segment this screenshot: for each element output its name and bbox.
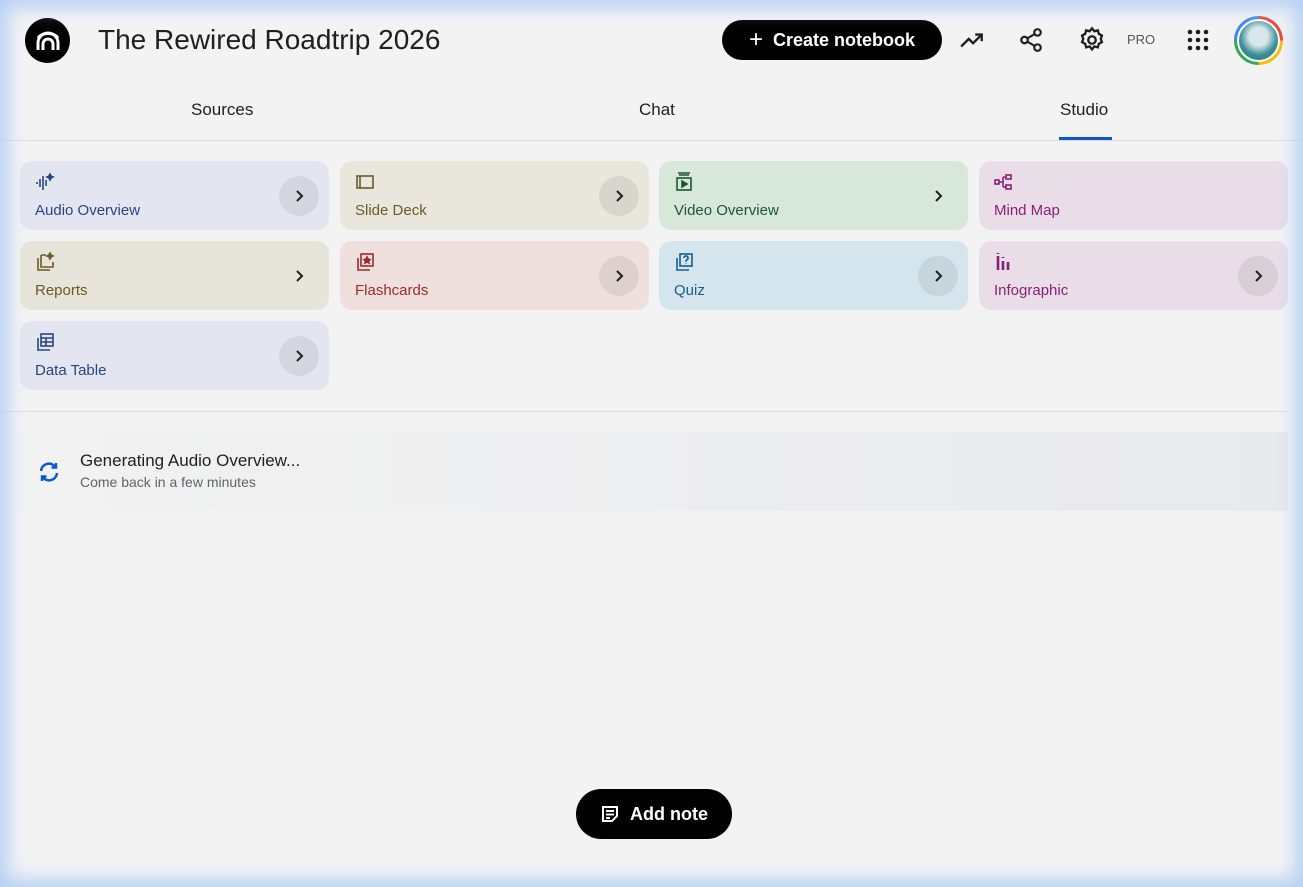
share-button[interactable] [1015, 24, 1047, 56]
notebook-title[interactable]: The Rewired Roadtrip 2026 [98, 24, 441, 55]
customize-video-overview-button[interactable] [918, 176, 958, 216]
generating-subtitle: Come back in a few minutes [80, 474, 256, 490]
generating-audio-overview-item[interactable]: Generating Audio Overview... Come back i… [20, 432, 1288, 511]
chevron-right-icon [616, 190, 624, 202]
plus-icon: + [748, 26, 763, 53]
quiz-icon [676, 253, 693, 271]
studio-card-label: Infographic [994, 282, 1069, 299]
divider [0, 411, 1288, 412]
customize-data-table-button[interactable] [279, 336, 319, 376]
tab-bar: Sources Chat Studio [0, 80, 1303, 141]
customize-flashcards-button[interactable] [599, 256, 639, 296]
studio-card-video-overview[interactable]: Video Overview [659, 161, 968, 230]
pro-badge: PRO [1127, 32, 1156, 47]
note-icon [602, 806, 618, 822]
chevron-right-icon [935, 270, 943, 282]
analytics-button[interactable] [956, 24, 988, 56]
customize-infographic-button[interactable] [1238, 256, 1278, 296]
create-notebook-button[interactable]: + Create notebook [722, 20, 942, 60]
flashcards-icon [357, 253, 374, 271]
tab-sources[interactable]: Sources [191, 100, 254, 119]
mind-map-icon [994, 174, 1012, 190]
chevron-right-icon [935, 190, 943, 202]
studio-card-slide-deck[interactable]: Slide Deck [340, 161, 649, 230]
video-icon [676, 172, 692, 191]
studio-card-audio-overview[interactable]: Audio Overview [20, 161, 329, 230]
customize-audio-overview-button[interactable] [279, 176, 319, 216]
studio-card-label: Flashcards [355, 282, 429, 299]
infographic-icon [996, 253, 1010, 270]
audio-waveform-icon [36, 172, 55, 190]
tab-chat[interactable]: Chat [639, 100, 675, 119]
trending-up-icon [960, 33, 983, 48]
customize-reports-button[interactable] [279, 256, 319, 296]
notebooklm-logo[interactable] [25, 18, 70, 63]
generating-title: Generating Audio Overview... [80, 451, 301, 470]
chevron-right-icon [1255, 270, 1263, 282]
avatar[interactable] [1234, 16, 1283, 65]
data-table-icon [37, 333, 54, 351]
studio-card-label: Quiz [674, 282, 705, 299]
studio-card-flashcards[interactable]: Flashcards [340, 241, 649, 310]
studio-card-label: Audio Overview [35, 202, 141, 219]
studio-card-label: Mind Map [994, 202, 1060, 219]
tab-studio[interactable]: Studio [1060, 100, 1109, 119]
active-tab-indicator [1059, 137, 1112, 140]
gear-icon [1080, 26, 1104, 52]
sync-icon [39, 462, 59, 482]
customize-slide-deck-button[interactable] [599, 176, 639, 216]
settings-button[interactable] [1076, 24, 1108, 56]
header: The Rewired Roadtrip 2026 + Create noteb… [0, 0, 1303, 80]
slides-icon [356, 175, 374, 189]
studio-card-label: Data Table [35, 362, 107, 379]
chevron-right-icon [296, 350, 304, 362]
customize-quiz-button[interactable] [918, 256, 958, 296]
chevron-right-icon [296, 190, 304, 202]
chevron-right-icon [616, 270, 624, 282]
reports-icon [37, 252, 55, 271]
chevron-right-icon [296, 270, 304, 282]
studio-card-label: Slide Deck [355, 202, 427, 219]
apps-grid-icon [1187, 29, 1209, 51]
studio-card-infographic[interactable]: Infographic [979, 241, 1288, 310]
studio-card-mind-map[interactable]: Mind Map [979, 161, 1288, 230]
studio-card-label: Reports [35, 282, 88, 299]
apps-button[interactable] [1182, 24, 1214, 56]
studio-card-quiz[interactable]: Quiz [659, 241, 968, 310]
studio-card-data-table[interactable]: Data Table [20, 321, 329, 390]
share-icon [1020, 28, 1042, 52]
studio-card-label: Video Overview [674, 202, 779, 219]
studio-card-reports[interactable]: Reports [20, 241, 329, 310]
add-note-button[interactable]: Add note [576, 789, 732, 839]
